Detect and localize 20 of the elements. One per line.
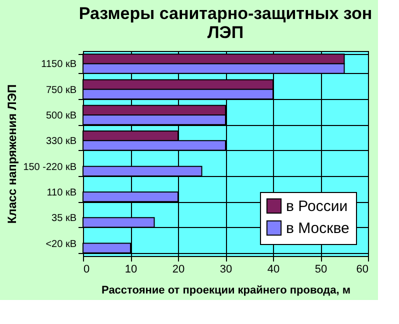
x-tick-label: 0 [84,264,90,276]
x-axis-title: Расстояние от проекции крайнего провода, м [102,284,350,296]
x-tick-label: 10 [124,264,138,276]
legend-label: в Москве [286,220,350,237]
y-tick-label: 500 кВ [46,110,77,122]
x-tick-label: 20 [172,264,185,276]
y-tick-label: 35 кВ [52,213,77,224]
chart-title: Размеры санитарно-защитных зон ЛЭП [78,4,372,42]
x-tick-label: 50 [314,264,328,276]
y-axis-title: Класс напряжения ЛЭП [5,84,20,224]
y-tick-label: 150 -220 кВ [23,162,77,173]
y-tick-label: 1150 кВ [41,59,77,70]
y-tick-label: 750 кВ [46,84,77,96]
y-tick-label: <20 кВ [46,238,77,250]
y-tick-label: 110 кВ [46,187,77,198]
legend-label: в России [286,198,348,215]
x-tick-label: 60 [356,264,368,276]
y-tick-label: 330 кВ [46,136,77,148]
x-tick-label: 40 [267,264,280,276]
x-tick-label: 30 [220,264,232,276]
